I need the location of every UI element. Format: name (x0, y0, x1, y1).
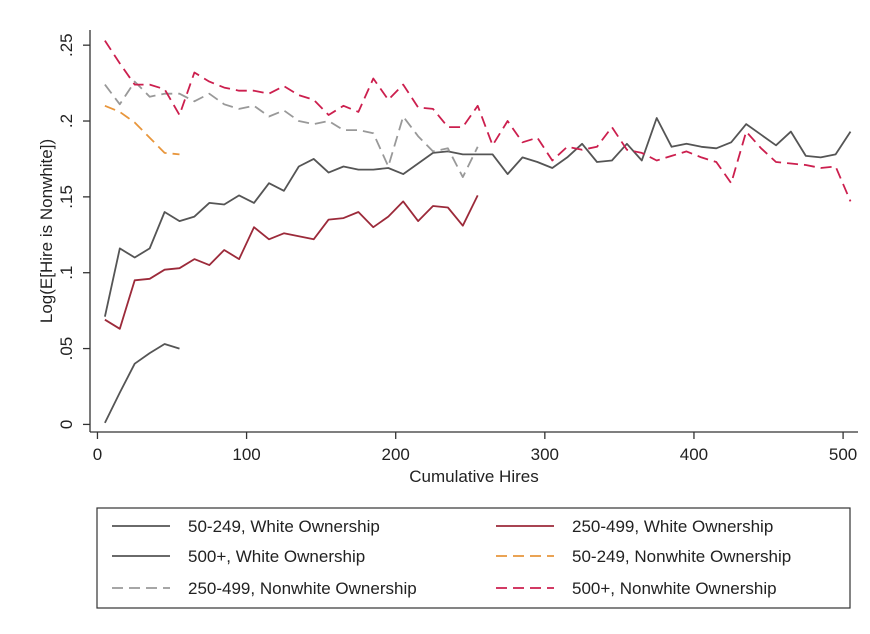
series-line-500-white-ownership (104, 117, 852, 317)
y-tick-label: .25 (57, 33, 76, 57)
legend-item: 250-499, Nonwhite Ownership (112, 579, 417, 598)
y-tick-label: .2 (57, 114, 76, 128)
y-tick-label: .15 (57, 185, 76, 209)
legend-label: 500+, Nonwhite Ownership (572, 579, 777, 598)
legend: 50-249, White Ownership 250-499, White Ow… (96, 507, 851, 609)
legend-label: 250-499, Nonwhite Ownership (188, 579, 417, 598)
x-tick-label: 100 (232, 445, 260, 464)
series-line-250-499-white-ownership (104, 195, 479, 330)
legend-label: 50-249, White Ownership (188, 517, 380, 536)
y-tick-label: .05 (57, 337, 76, 361)
x-tick-label: 0 (93, 445, 102, 464)
x-axis-ticks: 0 100 200 300 400 500 (93, 432, 857, 464)
plot-area: 0 100 200 300 400 500 0 .05 .1 .15 .2 .25 (57, 30, 858, 464)
legend-item: 50-249, White Ownership (112, 517, 380, 536)
series-layer (104, 40, 852, 424)
legend-label: 500+, White Ownership (188, 547, 365, 566)
y-tick-label: 0 (57, 420, 76, 429)
legend-item: 500+, White Ownership (112, 547, 365, 566)
legend-box (96, 507, 851, 609)
legend-item: 50-249, Nonwhite Ownership (496, 547, 791, 566)
x-axis-title: Cumulative Hires (409, 467, 538, 486)
x-tick-label: 400 (680, 445, 708, 464)
series-line-50-249-white-ownership (104, 343, 180, 424)
legend-label: 250-499, White Ownership (572, 517, 773, 536)
y-axis-ticks: 0 .05 .1 .15 .2 .25 (57, 33, 90, 429)
x-tick-label: 500 (829, 445, 857, 464)
legend-items: 50-249, White Ownership 250-499, White Ow… (112, 517, 791, 598)
legend-label: 50-249, Nonwhite Ownership (572, 547, 791, 566)
y-axis-title: Log(E[Hire is Nonwhite]) (37, 139, 56, 323)
series-line-500-nonwhite-ownership (104, 40, 852, 202)
legend-item: 500+, Nonwhite Ownership (496, 579, 777, 598)
y-tick-label: .1 (57, 266, 76, 280)
x-tick-label: 200 (382, 445, 410, 464)
x-tick-label: 300 (531, 445, 559, 464)
legend-item: 250-499, White Ownership (496, 517, 773, 536)
